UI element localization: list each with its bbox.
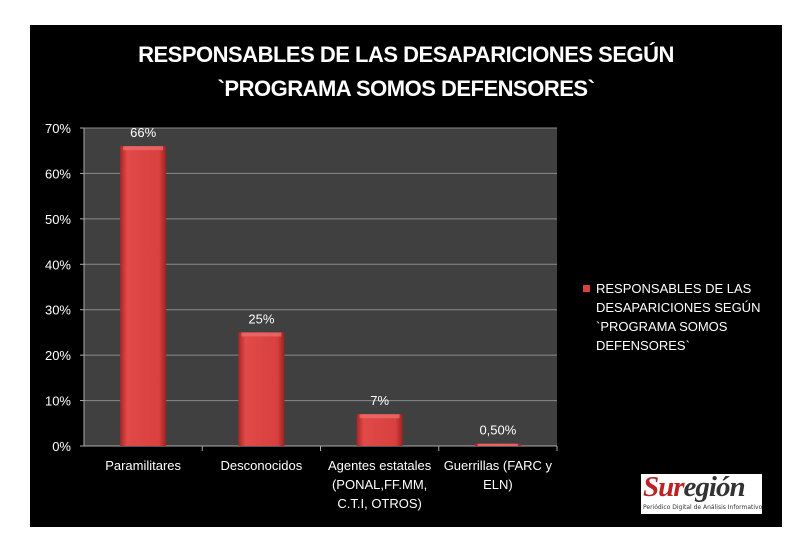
bar: [238, 332, 285, 446]
bar-highlight: [359, 414, 400, 419]
bar: [120, 146, 167, 446]
legend-label: RESPONSABLES DE LAS DESAPARICIONES SEGÚN…: [596, 279, 773, 355]
bar-highlight: [477, 443, 518, 446]
data-label: 66%: [130, 125, 156, 140]
legend-line: RESPONSABLES DE LAS: [596, 281, 752, 296]
y-tick-label: 0%: [52, 439, 71, 454]
x-tick-label: Agentes estatales: [328, 458, 432, 473]
legend-line: DESAPARICIONES SEGÚN: [596, 300, 761, 315]
data-label: 7%: [370, 393, 389, 408]
y-tick-label: 30%: [45, 303, 71, 318]
suregion-logo: Suregión Periódico Digital de Análisis I…: [641, 471, 763, 514]
logo-text: egión: [683, 471, 746, 503]
y-tick-label: 10%: [45, 394, 71, 409]
chart-title: RESPONSABLES DE LAS DESAPARICIONES SEGÚN…: [30, 38, 782, 106]
y-tick-label: 50%: [45, 212, 71, 227]
legend: RESPONSABLES DE LAS DESAPARICIONES SEGÚN…: [583, 279, 773, 355]
title-line: RESPONSABLES DE LAS DESAPARICIONES SEGÚN: [138, 42, 674, 67]
legend-swatch: [583, 285, 590, 292]
bar-highlight: [241, 332, 282, 337]
x-tick-label: C.T.I, OTROS): [337, 496, 422, 511]
x-tick-label: (PONAL,FF.MM,: [332, 477, 427, 492]
logo-tagline: Periódico Digital de Análisis Informativ…: [643, 504, 763, 511]
legend-line: DEFENSORES`: [596, 338, 690, 353]
data-label: 25%: [248, 311, 274, 326]
legend-line: `PROGRAMA SOMOS: [596, 319, 728, 334]
y-tick-label: 20%: [45, 348, 71, 363]
x-tick-label: Desconocidos: [221, 458, 303, 473]
bar-highlight: [123, 146, 164, 151]
y-tick-label: 70%: [45, 121, 71, 136]
y-tick-label: 40%: [45, 257, 71, 272]
x-tick-label: ELN): [483, 477, 513, 492]
data-label: 0,50%: [479, 423, 516, 438]
x-tick-label: Guerrillas (FARC y: [444, 458, 553, 473]
bar: [356, 414, 403, 446]
x-tick-label: Paramilitares: [105, 458, 181, 473]
logo-text: Sur: [643, 471, 685, 503]
y-tick-label: 60%: [45, 166, 71, 181]
title-line: `PROGRAMA SOMOS DEFENSORES`: [217, 76, 595, 101]
